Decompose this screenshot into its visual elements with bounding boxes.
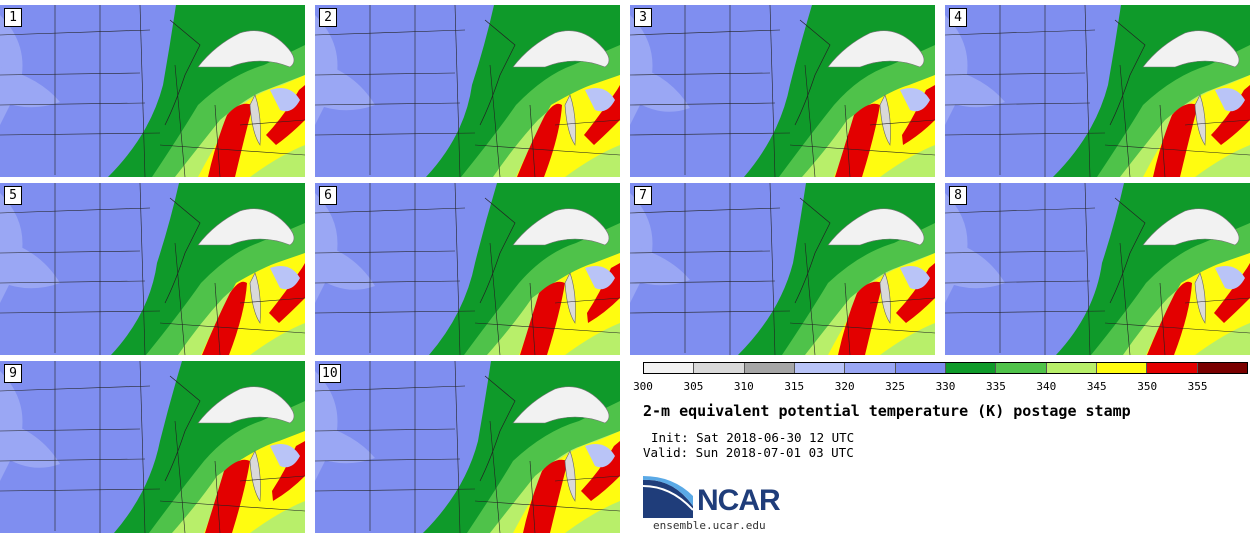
panel-number: 3 xyxy=(634,8,652,27)
colorbar xyxy=(643,362,1248,374)
figure-title: 2-m equivalent potential temperature (K)… xyxy=(643,402,1131,420)
colorbar-bin xyxy=(1095,363,1147,373)
colorbar-bin xyxy=(1045,363,1096,373)
colorbar-bin xyxy=(644,363,694,373)
panel-2: 2 xyxy=(315,5,620,177)
colorbar-tick-label: 350 xyxy=(1137,380,1158,393)
panel-9: 9 xyxy=(0,361,305,533)
ncar-logo xyxy=(643,476,694,518)
panel-number: 9 xyxy=(4,364,22,383)
colorbar-tick-label: 310 xyxy=(733,380,754,393)
panel-number: 6 xyxy=(319,186,337,205)
panel-7: 7 xyxy=(630,183,935,355)
colorbar-tick-label: 330 xyxy=(935,380,956,393)
colorbar-bin xyxy=(743,363,794,373)
panel-4: 4 xyxy=(945,5,1250,177)
colorbar-tick-label: 320 xyxy=(834,380,855,393)
panel-number: 10 xyxy=(319,364,341,383)
panel-3: 3 xyxy=(630,5,935,177)
colorbar-tick-label: 300 xyxy=(633,380,653,393)
panel-number: 5 xyxy=(4,186,22,205)
panel-10: 10 xyxy=(315,361,620,533)
panel-1: 1 xyxy=(0,5,305,177)
colorbar-bin xyxy=(1196,363,1247,373)
colorbar-bin xyxy=(944,363,996,373)
ncar-logo-text: NCAR xyxy=(697,484,781,517)
panel-number: 7 xyxy=(634,186,652,205)
site-url: ensemble.ucar.edu xyxy=(653,519,766,532)
init-time: Init: Sat 2018-06-30 12 UTC xyxy=(651,430,855,445)
panel-number: 4 xyxy=(949,8,967,27)
panel-number: 1 xyxy=(4,8,22,27)
colorbar-tick-label: 340 xyxy=(1036,380,1057,393)
colorbar-bin xyxy=(793,363,845,373)
valid-time: Valid: Sun 2018-07-01 03 UTC xyxy=(643,445,854,460)
colorbar-tick-label: 315 xyxy=(784,380,805,393)
panel-number: 2 xyxy=(319,8,337,27)
panel-6: 6 xyxy=(315,183,620,355)
colorbar-bin xyxy=(995,363,1046,373)
colorbar-bin xyxy=(894,363,945,373)
colorbar-tick-label: 355 xyxy=(1187,380,1208,393)
colorbar-tick-label: 345 xyxy=(1086,380,1107,393)
colorbar-bin xyxy=(844,363,895,373)
panel-8: 8 xyxy=(945,183,1250,355)
panel-5: 5 xyxy=(0,183,305,355)
colorbar-tick-label: 325 xyxy=(885,380,906,393)
colorbar-bin xyxy=(693,363,744,373)
panel-number: 8 xyxy=(949,186,967,205)
colorbar-tick-label: 305 xyxy=(683,380,704,393)
colorbar-bin xyxy=(1146,363,1197,373)
colorbar-tick-label: 335 xyxy=(985,380,1006,393)
